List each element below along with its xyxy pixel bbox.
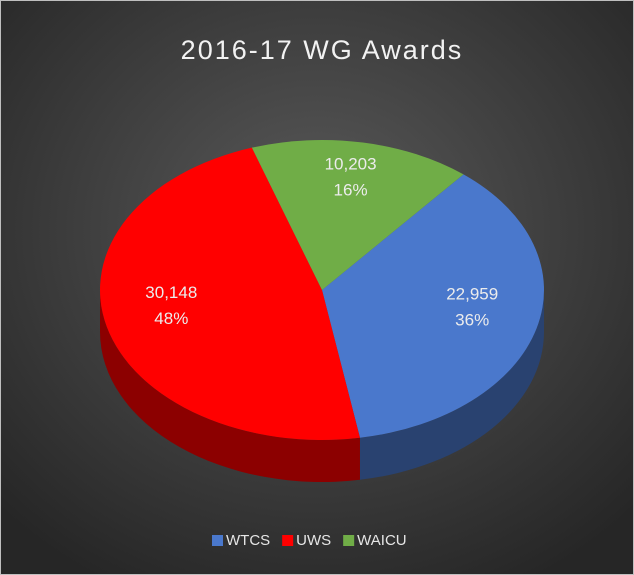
legend-swatch [282,535,294,546]
slice [99,147,360,441]
slice [251,140,464,290]
slice-side [100,290,360,482]
slice-side [359,290,544,480]
legend-label: WTCS [226,532,270,549]
data-label: 36% [455,310,489,329]
data-label: 10,203 [325,154,377,173]
slice [322,174,545,438]
legend-label: UWS [296,532,331,549]
legend-label: WAICU [357,532,406,549]
legend-swatch [212,535,223,546]
data-label: 16% [334,180,368,199]
chart-title: 2016-17 WG Awards [181,35,464,65]
data-label: 30,148 [145,283,197,302]
data-label: 22,959 [446,284,498,303]
data-label: 48% [154,309,188,328]
legend-swatch [343,535,355,546]
